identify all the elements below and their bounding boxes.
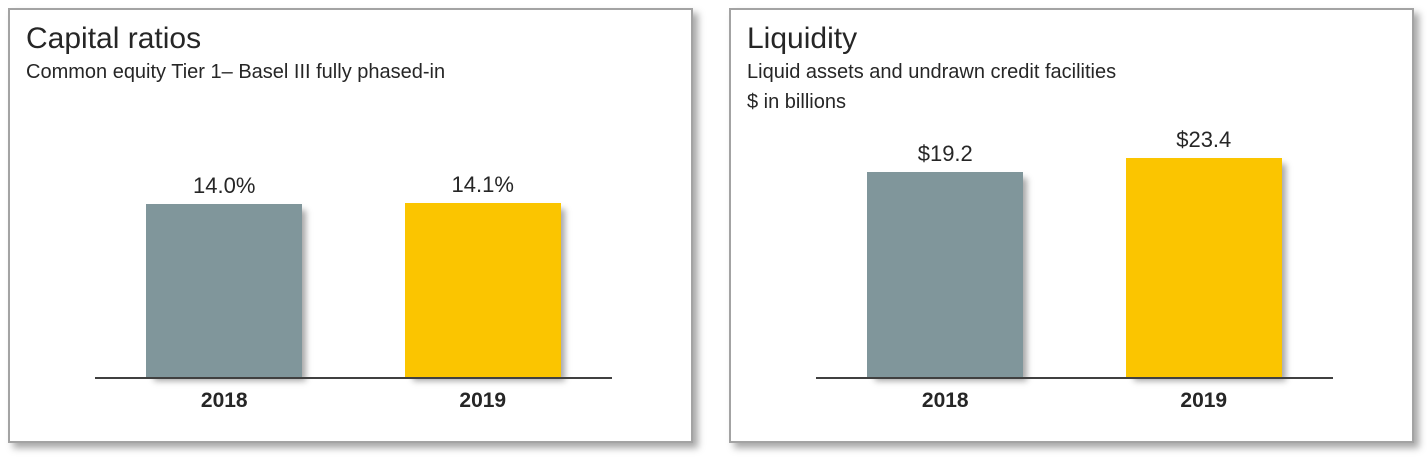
liquidity-subtitle-line2: $ in billions — [747, 91, 846, 113]
x-tick-2019: 2019 — [459, 389, 507, 412]
bar-2019 — [1125, 158, 1282, 379]
capital-ratios-title: Capital ratios — [26, 22, 202, 55]
bar-column-2018: $19.2 — [816, 127, 1075, 379]
bar-2019 — [404, 203, 561, 379]
bar-column-2019: 14.1% — [354, 127, 613, 379]
data-label-2018: $19.2 — [917, 141, 973, 166]
x-axis-line — [95, 377, 612, 379]
capital-ratios-subtitle: Common equity Tier 1– Basel III fully ph… — [26, 61, 446, 83]
x-axis-labels: 2018 2019 — [816, 389, 1333, 413]
data-label-2018: 14.0% — [193, 173, 256, 198]
data-label-2019: 14.1% — [451, 172, 514, 197]
bar-column-2019: $23.4 — [1075, 127, 1334, 379]
liquidity-bar-chart: $19.2 $23.4 — [816, 127, 1333, 379]
bar-2018 — [867, 172, 1024, 379]
data-label-2019: $23.4 — [1176, 127, 1232, 152]
liquidity-subtitle-line1: Liquid assets and undrawn credit facilit… — [747, 61, 1117, 83]
x-axis-line — [816, 377, 1333, 379]
capital-ratios-panel: Capital ratios Common equity Tier 1– Bas… — [8, 8, 693, 443]
x-tick-2018: 2018 — [921, 389, 969, 412]
x-axis-labels: 2018 2019 — [95, 389, 612, 413]
x-tick-2019: 2019 — [1180, 389, 1228, 412]
liquidity-title: Liquidity — [747, 22, 858, 55]
liquidity-panel: Liquidity Liquid assets and undrawn cred… — [729, 8, 1414, 443]
capital-ratios-bar-chart: 14.0% 14.1% — [95, 127, 612, 379]
bar-column-2018: 14.0% — [95, 127, 354, 379]
x-tick-2018: 2018 — [200, 389, 248, 412]
bar-2018 — [146, 204, 303, 379]
